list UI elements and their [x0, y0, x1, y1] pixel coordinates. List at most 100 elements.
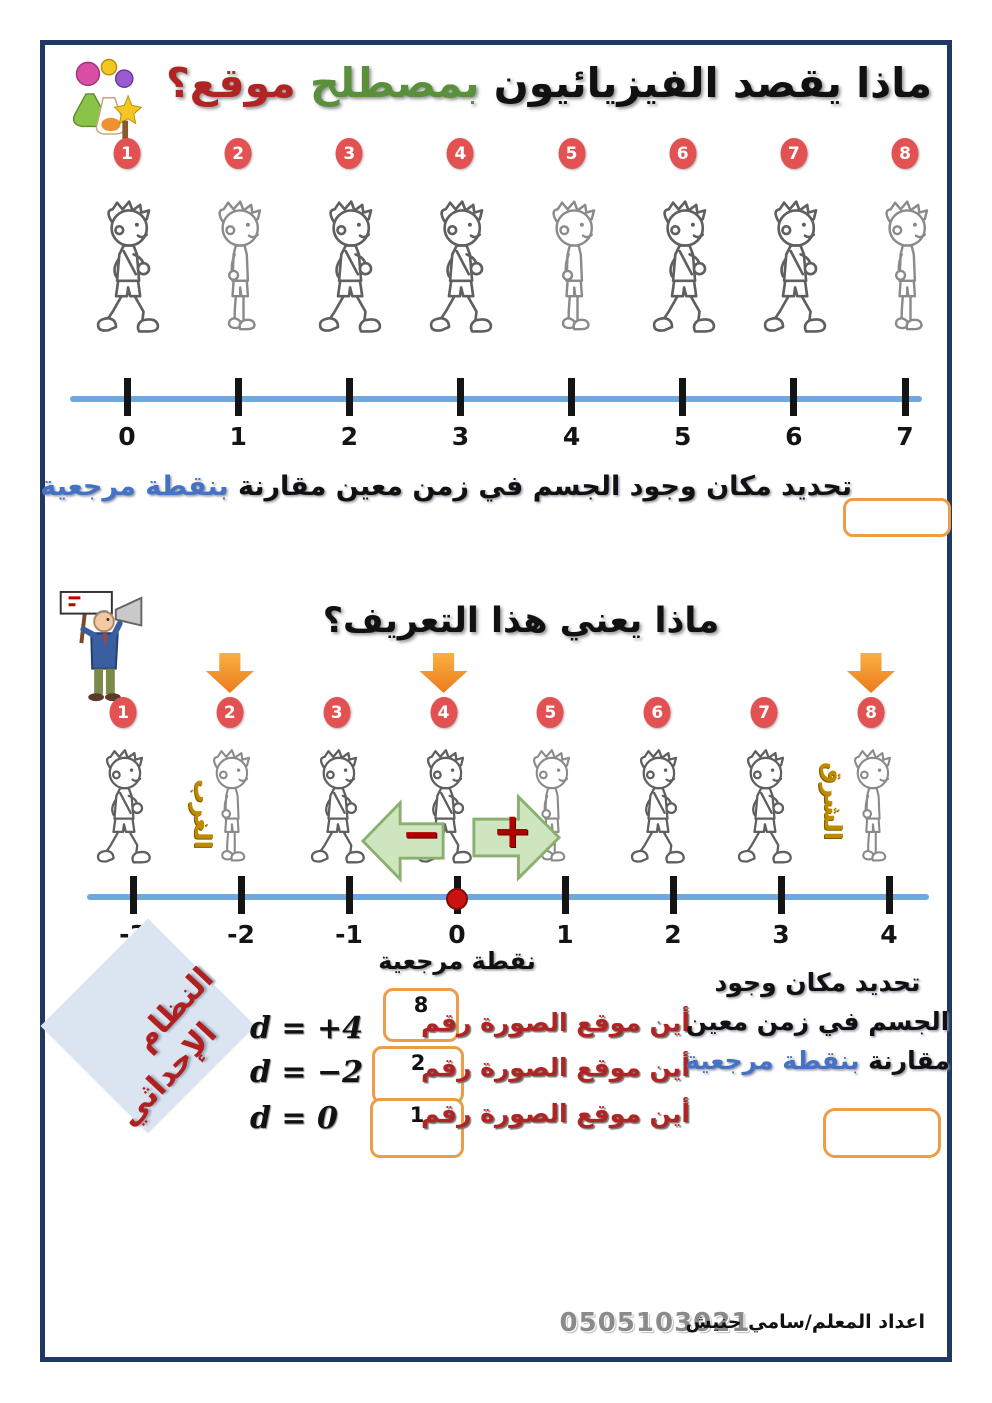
picture-number-box[interactable]: 8 — [383, 988, 459, 1042]
walking-boy-figure — [85, 735, 161, 891]
tick-mark — [345, 876, 353, 914]
walking-boy-figure — [528, 183, 616, 365]
minus-icon: − — [401, 806, 442, 863]
question-prompt: أين موقع الصورة رقم — [421, 1053, 690, 1082]
axis-tick: -2 — [211, 876, 271, 949]
figure-number-badge: 8 — [891, 138, 919, 169]
tick-mark — [777, 876, 785, 914]
axis-tick: 4 — [859, 876, 919, 949]
tick-mark — [790, 378, 798, 416]
tick-label: 5 — [674, 422, 692, 451]
negative-direction-arrow: − — [360, 793, 446, 889]
plus-icon: + — [492, 803, 533, 860]
axis-tick: 4 — [542, 378, 602, 451]
axis-tick: 2 — [643, 876, 703, 949]
walking-boy-figure — [639, 183, 727, 365]
tick-mark — [568, 378, 576, 416]
main-title-black: ماذا يقصد الفيزيائيون — [493, 59, 932, 107]
tick-label: -1 — [335, 920, 363, 949]
pointer-down-arrow — [419, 653, 468, 693]
figure-number-badge: 2 — [224, 138, 252, 169]
definition-caption-blue: بنقطة مرجعية — [40, 471, 229, 502]
worksheet-page: ماذا يقصد الفيزيائيون بمصطلح موقع؟ 1 2 3 4 5… — [40, 40, 952, 1362]
axis-tick: 0 — [427, 876, 487, 949]
figure-number-badge: 2 — [216, 697, 244, 728]
axis-tick: 5 — [653, 378, 713, 451]
position-equation: d = 0 — [250, 1101, 338, 1136]
picture-number-box[interactable]: 1 — [370, 1098, 464, 1158]
figure-number-badge: 4 — [446, 138, 474, 169]
walking-boy-figure — [416, 183, 504, 365]
axis-tick: 3 — [751, 876, 811, 949]
axis-tick: -1 — [319, 876, 379, 949]
definition-line-2: الجسم في زمن معين — [685, 1007, 950, 1036]
figure-number-badge: 4 — [430, 697, 458, 728]
tick-label: 7 — [896, 422, 914, 451]
definition-line-1: تحديد مكان وجود — [714, 968, 921, 997]
main-title-red: موقع؟ — [165, 59, 296, 107]
tick-label: 3 — [772, 920, 790, 949]
tick-mark — [234, 378, 242, 416]
tick-label: 1 — [229, 422, 247, 451]
pointer-down-arrow — [847, 653, 895, 693]
tick-mark — [123, 378, 131, 416]
tick-label: 4 — [880, 920, 898, 949]
definition-line-3-blue: بنقطة مرجعية — [685, 1046, 860, 1075]
tick-mark — [237, 876, 245, 914]
axis-tick: 7 — [875, 378, 935, 451]
axis-tick: 6 — [764, 378, 824, 451]
definition-caption-black: تحديد مكان وجود الجسم في زمن معين مقارنة — [237, 471, 852, 502]
tick-label: 0 — [118, 422, 136, 451]
figure-number-badge: 8 — [857, 697, 885, 728]
figure-number-badge: 6 — [643, 697, 671, 728]
question-prompt: أين موقع الصورة رقم — [421, 1008, 690, 1037]
reference-point-label: نقطة مرجعية — [378, 947, 536, 975]
figure-number-badge: 5 — [558, 138, 586, 169]
tick-mark — [669, 876, 677, 914]
tick-mark — [456, 378, 464, 416]
main-title-green: بمصطلح — [309, 59, 480, 107]
tick-mark — [679, 378, 687, 416]
axis-tick: 0 — [97, 378, 157, 451]
tick-label: 6 — [785, 422, 803, 451]
walking-boy-figure — [750, 183, 838, 365]
axis-tick: 1 — [535, 876, 595, 949]
empty-answer-box-top[interactable] — [843, 498, 951, 537]
positive-direction-arrow: + — [470, 787, 562, 889]
tick-mark — [901, 378, 909, 416]
number-line-2 — [87, 894, 929, 900]
tick-mark — [561, 876, 569, 914]
number-line-1 — [70, 396, 922, 402]
figure-number-badge: 5 — [536, 697, 564, 728]
axis-tick: 1 — [208, 378, 268, 451]
main-title: ماذا يقصد الفيزيائيون بمصطلح موقع؟ — [166, 59, 932, 107]
pointer-down-arrow — [205, 653, 254, 693]
position-equation: d = +4 — [250, 1011, 364, 1046]
walking-boy-figure — [726, 735, 802, 891]
figure-number-badge: 3 — [323, 697, 351, 728]
figure-number-badge: 7 — [780, 138, 808, 169]
announcer-clipart — [57, 590, 149, 712]
figure-number-badge: 6 — [669, 138, 697, 169]
tick-label: 2 — [340, 422, 358, 451]
tick-label: 3 — [451, 422, 470, 451]
teacher-credit: اعداد المعلم/سامي حنيش — [685, 1311, 925, 1333]
tick-label: 4 — [562, 422, 581, 451]
definition-block: تحديد مكان وجود الجسم في زمن معين مقارنة… — [680, 963, 955, 1080]
empty-answer-box-bottom[interactable] — [823, 1108, 941, 1158]
walking-boy-figure — [83, 183, 171, 365]
section2-title: ماذا يعني هذا التعريف؟ — [322, 601, 720, 641]
walking-boy-figure — [305, 183, 393, 365]
tick-mark — [129, 876, 137, 914]
figure-number-badge: 1 — [109, 697, 137, 728]
phone-number: 0505103021 — [559, 1308, 751, 1338]
figure-number-badge: 7 — [750, 697, 778, 728]
tick-mark — [345, 378, 353, 416]
tick-label: 1 — [556, 920, 574, 949]
definition-caption: تحديد مكان وجود الجسم في زمن معين مقارنة… — [40, 471, 852, 502]
tick-label: -2 — [227, 920, 255, 949]
science-clipart — [65, 57, 151, 153]
figure-number-badge: 3 — [335, 138, 363, 169]
figure-number-badge: 1 — [113, 138, 141, 169]
tick-mark — [885, 876, 893, 914]
